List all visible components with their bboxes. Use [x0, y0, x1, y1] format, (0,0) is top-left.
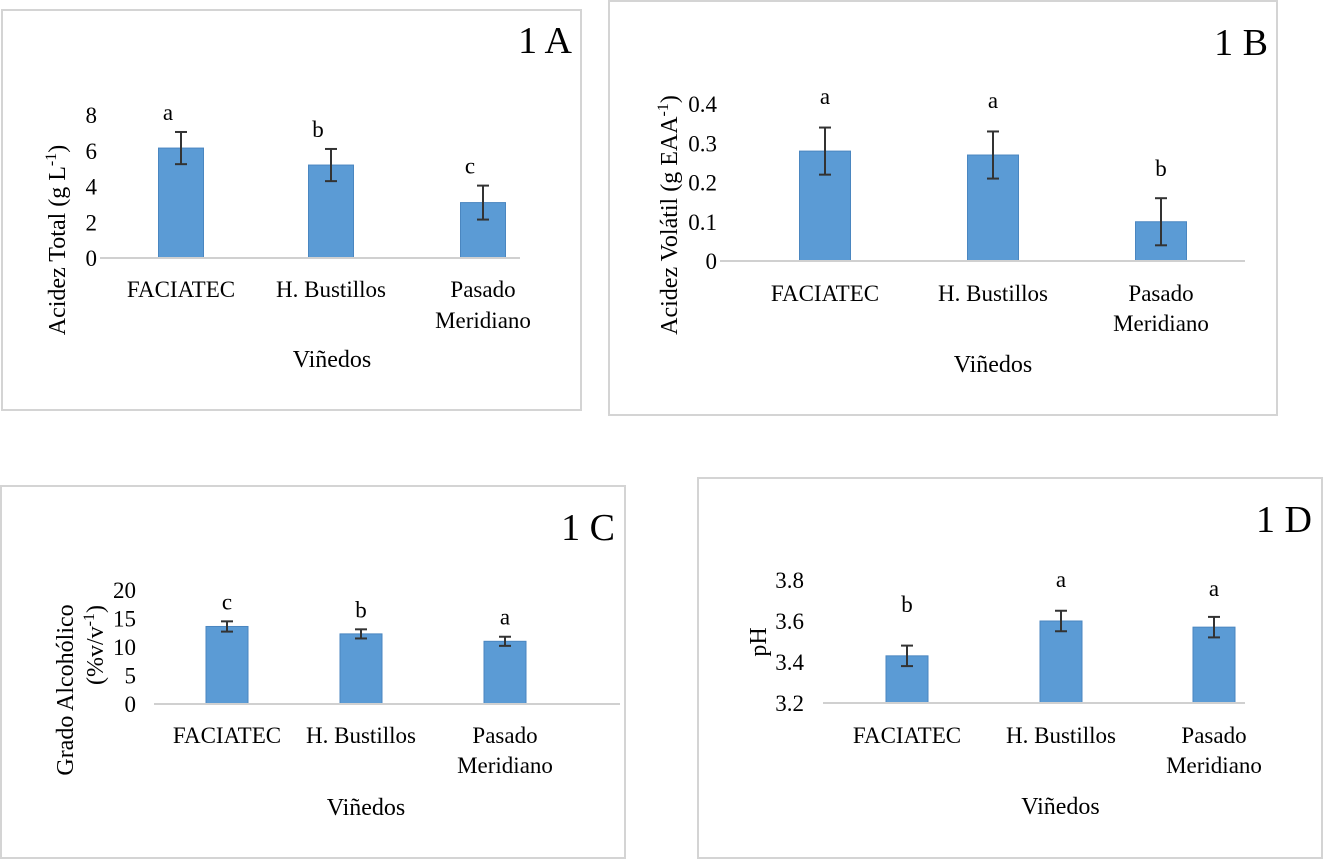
bar [205, 625, 249, 705]
panel-label: 1 B [1214, 22, 1268, 64]
y-axis-title-text: Acidez Total (g L-1) [43, 145, 71, 335]
y-axis-title: pH [746, 627, 772, 656]
x-category-label: H. Bustillos [276, 277, 386, 302]
y-tick-label: 0 [125, 692, 137, 717]
x-category-label: FACIATEC [853, 723, 961, 748]
chart-c: 1 C 0 5 10 15 20 c FACIATEC b H. Bustillos a Pasado… [53, 507, 620, 821]
y-tick-label: 0.3 [688, 131, 717, 156]
error-bar [355, 628, 367, 640]
significance-letter: a [988, 88, 998, 113]
error-bar [987, 130, 999, 180]
x-category-label: Pasado [1181, 723, 1246, 748]
significance-letter: a [820, 84, 830, 109]
x-category-label: FACIATEC [173, 723, 281, 748]
bar [1039, 620, 1083, 704]
error-bar [477, 184, 489, 221]
x-category-label: FACIATEC [771, 281, 879, 306]
y-tick-label: 0 [86, 246, 98, 271]
chart-a: 1 A 0 2 4 6 8 a FACIATEC b H. Bustillos c Pasado Mer… [43, 20, 573, 373]
x-category-label: Pasado [472, 723, 537, 748]
x-axis-title: Viñedos [1021, 794, 1100, 820]
y-tick-label: 15 [113, 607, 136, 632]
x-category-label: Meridiano [457, 753, 553, 778]
significance-letter: b [1155, 156, 1167, 181]
bar [1192, 626, 1236, 704]
x-axis-title: Viñedos [954, 352, 1033, 378]
error-bar [221, 620, 233, 633]
x-category-label: H. Bustillos [306, 723, 416, 748]
x-category-label: H. Bustillos [938, 281, 1048, 306]
significance-letter: c [222, 589, 232, 614]
x-category-label: Meridiano [1166, 753, 1262, 778]
x-category-label: Pasado [1128, 281, 1193, 306]
y-tick-label: 0.1 [688, 210, 717, 235]
significance-letter: a [500, 605, 510, 630]
y-axis-title: Acidez Volátil (g EAA-1) [655, 95, 683, 335]
significance-letter: a [1209, 576, 1219, 601]
y-axis-title-text: pH [746, 627, 772, 656]
y-axis-title: Acidez Total (g L-1) [43, 145, 71, 335]
x-category-label: FACIATEC [127, 277, 235, 302]
error-bar [819, 126, 831, 176]
y-axis-title-line2-text: (%v/v-1) [81, 605, 109, 685]
y-axis-title: Grado Alcohólico [53, 604, 79, 775]
error-bar [325, 147, 337, 183]
y-tick-label: 4 [86, 175, 98, 200]
y-tick-label: 3.4 [775, 650, 804, 675]
bar [339, 633, 383, 705]
error-bar [1155, 197, 1167, 247]
panel-label: 1 C [561, 507, 615, 549]
significance-letter: b [355, 597, 367, 622]
panel-label: 1 D [1256, 499, 1312, 541]
y-tick-label: 6 [86, 139, 98, 164]
panel-1b [608, 0, 1278, 416]
error-bar [1055, 609, 1067, 633]
error-bar [1208, 615, 1220, 639]
y-tick-label: 20 [113, 578, 136, 603]
chart-b: 1 B 0 0.1 0.2 0.3 0.4 a FACIATEC a H. Bustillos b P… [655, 22, 1268, 378]
y-tick-label: 3.2 [775, 691, 804, 716]
y-axis-title-text: Grado Alcohólico [53, 604, 79, 775]
x-category-label: Meridiano [435, 308, 531, 333]
significance-letter: a [1056, 567, 1066, 592]
error-bar [175, 130, 187, 166]
x-category-label: Meridiano [1113, 311, 1209, 336]
y-tick-label: 3.8 [775, 568, 804, 593]
error-bar [499, 635, 511, 647]
y-tick-label: 0 [706, 249, 718, 274]
panel-label: 1 A [518, 20, 572, 62]
y-axis-title-text: Acidez Volátil (g EAA-1) [655, 95, 683, 335]
error-bar [901, 644, 913, 668]
y-axis-title-line2: (%v/v-1) [81, 605, 109, 685]
y-tick-label: 2 [86, 210, 98, 235]
x-category-label: Pasado [450, 277, 515, 302]
y-tick-label: 8 [86, 103, 98, 128]
x-category-label: H. Bustillos [1006, 723, 1116, 748]
chart-d: 1 D 3.2 3.4 3.6 3.8 b FACIATEC a H. Bustillos a Pa… [746, 499, 1312, 820]
significance-letter: a [163, 100, 173, 125]
y-tick-label: 5 [125, 664, 137, 689]
x-axis-title: Viñedos [293, 347, 372, 373]
y-tick-label: 10 [113, 635, 136, 660]
significance-letter: b [312, 117, 324, 142]
significance-letter: b [901, 592, 913, 617]
bar [483, 640, 527, 705]
y-tick-label: 0.4 [688, 92, 717, 117]
significance-letter: c [465, 154, 475, 179]
x-axis-title: Viñedos [327, 795, 406, 821]
y-tick-label: 3.6 [775, 609, 804, 634]
y-tick-label: 0.2 [688, 171, 717, 196]
